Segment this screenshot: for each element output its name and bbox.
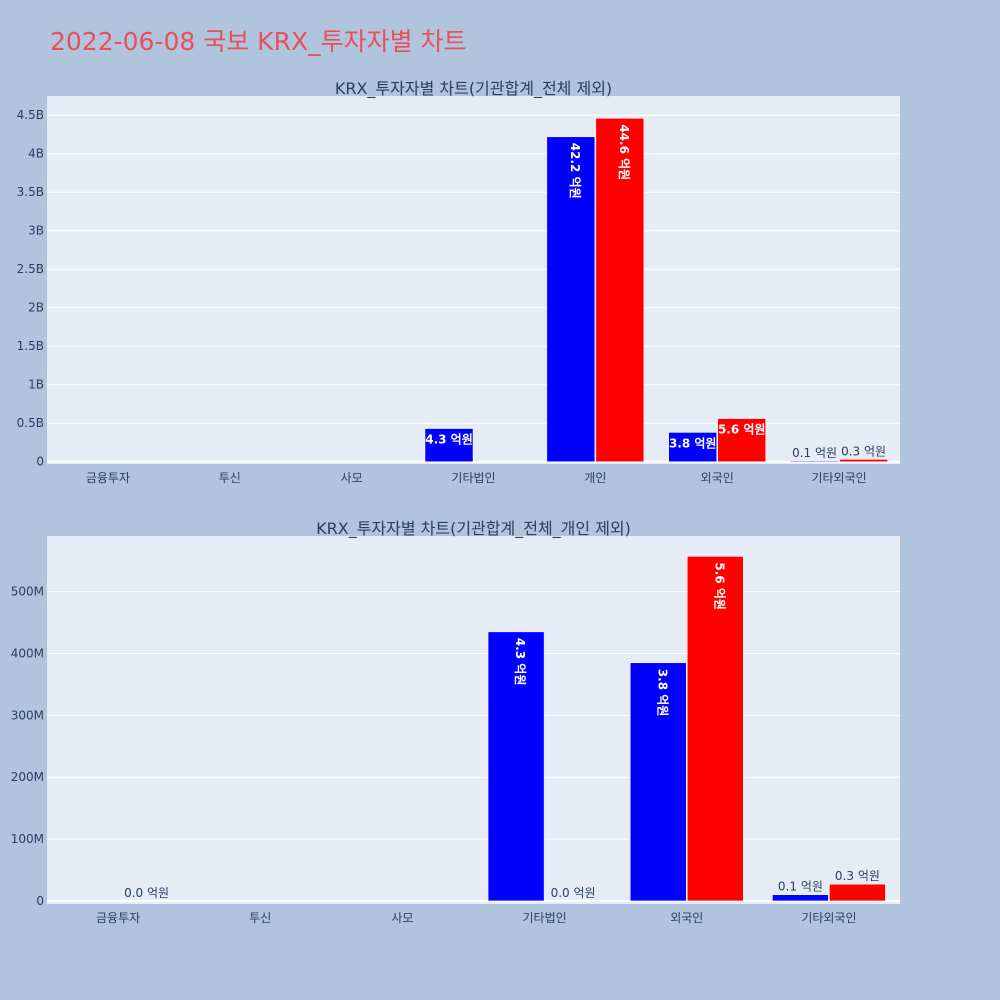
data-label: 4.3 억원 (513, 638, 527, 686)
x-tick-label: 투신 (219, 471, 241, 485)
chart-investor-excl-individual: KRX_투자자별 차트(기관합계_전체_개인 제외) 0 100M 200M 300M 4… (11, 519, 900, 925)
data-label: 4.3 억원 (425, 433, 473, 447)
data-label: 0.3 억원 (841, 444, 886, 458)
bar (595, 118, 645, 462)
x-tick-label: 기타법인 (451, 471, 495, 485)
page-title: 2022-06-08 국보 KRX_투자자별 차트 (50, 27, 467, 56)
y-tick-label: 2B (28, 301, 44, 315)
bar (839, 459, 888, 462)
bar (687, 556, 744, 902)
data-label: 0.1 억원 (792, 446, 837, 460)
y-tick-label: 200M (11, 770, 44, 784)
bar (772, 894, 829, 902)
x-tick-label: 기타법인 (522, 911, 566, 925)
data-label: 0.0 억원 (551, 886, 596, 900)
x-tick-label: 투신 (249, 911, 271, 925)
chart-title: KRX_투자자별 차트(기관합계_전체 제외) (335, 79, 612, 99)
y-tick-label: 3.5B (17, 185, 44, 199)
chart-investor-all: KRX_투자자별 차트(기관합계_전체 제외) 0 0.5B 1B 1.5B 2B 2.5B… (17, 79, 900, 485)
plot-area (47, 536, 900, 904)
data-label: 44.6 억원 (617, 124, 631, 180)
y-tick-label: 0.5B (17, 416, 44, 430)
x-tick-label: 기타외국인 (801, 911, 856, 925)
x-tick-label: 외국인 (670, 911, 703, 925)
bar (668, 432, 717, 462)
data-label: 3.8 억원 (669, 436, 717, 450)
y-tick-label: 100M (11, 832, 44, 846)
y-tick-label: 400M (11, 647, 44, 661)
y-tick-label: 300M (11, 708, 44, 722)
y-tick-label: 0 (36, 894, 44, 908)
data-label: 3.8 억원 (655, 669, 669, 717)
data-label: 42.2 억원 (568, 143, 582, 199)
bar (424, 428, 474, 462)
bar (546, 136, 596, 462)
bar (829, 883, 886, 902)
plot-area (47, 96, 900, 464)
bar (630, 662, 687, 902)
x-tick-label: 금융투자 (86, 471, 130, 485)
y-tick-label: 4B (28, 147, 44, 161)
y-tick-label: 3B (28, 224, 44, 238)
y-tick-label: 1B (28, 378, 44, 392)
chart-title: KRX_투자자별 차트(기관합계_전체_개인 제외) (316, 519, 631, 539)
bar (717, 418, 766, 462)
data-label: 5.6 억원 (718, 423, 766, 437)
data-label: 0.1 억원 (778, 880, 823, 894)
y-tick-label: 500M (11, 585, 44, 599)
x-tick-label: 개인 (584, 471, 606, 485)
data-label: 0.0 억원 (124, 886, 169, 900)
data-label: 0.3 억원 (835, 869, 880, 883)
y-tick-label: 1.5B (17, 339, 44, 353)
x-tick-label: 금융투자 (96, 911, 140, 925)
x-tick-label: 기타외국인 (811, 471, 866, 485)
x-tick-label: 사모 (391, 911, 413, 925)
y-tick-label: 2.5B (17, 262, 44, 276)
bar (790, 460, 839, 462)
y-tick-label: 0 (36, 455, 44, 469)
x-tick-label: 외국인 (701, 471, 734, 485)
x-tick-label: 사모 (341, 471, 363, 485)
y-tick-label: 4.5B (17, 108, 44, 122)
data-label: 5.6 억원 (712, 562, 726, 610)
bar (487, 631, 545, 902)
